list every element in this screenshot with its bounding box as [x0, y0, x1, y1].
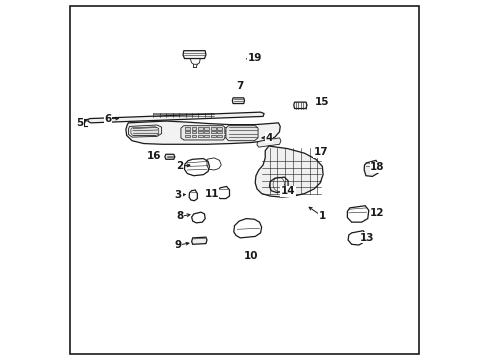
- Polygon shape: [88, 112, 264, 123]
- Text: 7: 7: [236, 81, 244, 91]
- Polygon shape: [225, 126, 258, 141]
- Bar: [191, 135, 196, 138]
- Text: 5: 5: [76, 118, 83, 129]
- Bar: [224, 131, 228, 133]
- Text: 16: 16: [147, 151, 162, 161]
- Text: 19: 19: [247, 53, 261, 63]
- Bar: [191, 127, 196, 130]
- Bar: [224, 127, 228, 130]
- Polygon shape: [128, 125, 162, 137]
- Bar: [210, 131, 215, 133]
- Text: 4: 4: [264, 133, 272, 143]
- Polygon shape: [183, 51, 205, 59]
- Text: 13: 13: [359, 233, 373, 243]
- Bar: [217, 127, 222, 130]
- Bar: [210, 127, 215, 130]
- Bar: [204, 127, 209, 130]
- Text: 5: 5: [76, 118, 83, 128]
- Bar: [198, 131, 203, 133]
- Bar: [185, 135, 189, 138]
- Text: 11: 11: [204, 189, 219, 199]
- Polygon shape: [257, 138, 281, 147]
- Text: 10: 10: [243, 251, 258, 261]
- Bar: [210, 135, 215, 138]
- Text: 9: 9: [175, 240, 182, 250]
- Text: 15: 15: [314, 97, 329, 107]
- Text: 6: 6: [104, 113, 111, 123]
- Text: 17: 17: [313, 147, 328, 157]
- Bar: [185, 131, 189, 133]
- Polygon shape: [364, 160, 378, 176]
- Bar: [224, 135, 228, 138]
- Text: 12: 12: [369, 208, 384, 218]
- Polygon shape: [164, 154, 175, 159]
- Bar: [185, 127, 189, 130]
- Bar: [198, 127, 203, 130]
- Bar: [217, 131, 222, 133]
- Polygon shape: [181, 126, 225, 140]
- Text: 3: 3: [174, 190, 182, 200]
- Polygon shape: [125, 121, 280, 144]
- Polygon shape: [293, 102, 306, 109]
- Text: 18: 18: [369, 162, 384, 172]
- Polygon shape: [191, 237, 206, 244]
- Text: 2: 2: [176, 161, 183, 171]
- Text: 14: 14: [280, 186, 295, 197]
- Polygon shape: [131, 127, 159, 136]
- Text: 1: 1: [318, 211, 325, 221]
- Bar: [204, 131, 209, 133]
- Polygon shape: [255, 146, 323, 197]
- Bar: [191, 131, 196, 133]
- Text: 8: 8: [176, 211, 183, 221]
- Bar: [217, 135, 222, 138]
- Bar: [204, 135, 209, 138]
- Bar: [198, 135, 203, 138]
- Polygon shape: [232, 98, 244, 104]
